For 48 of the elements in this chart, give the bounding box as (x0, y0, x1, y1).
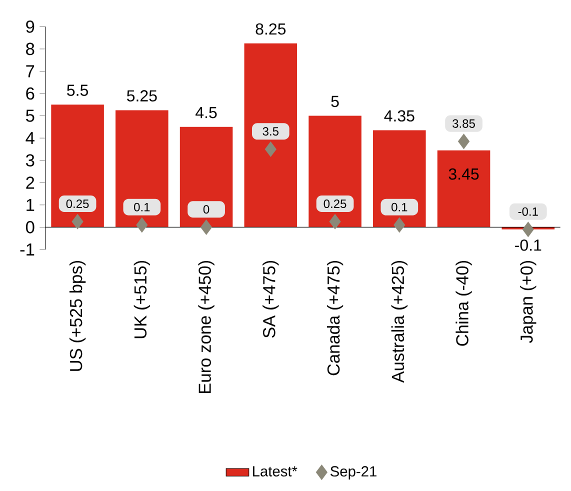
legend-label: Sep-21 (330, 466, 376, 480)
data-label: 5.5 (67, 84, 88, 96)
x-tick-label: China (-40) (456, 261, 472, 346)
y-tick-label: -1 (20, 244, 34, 256)
y-tick-label: 3 (26, 154, 34, 167)
point (458, 134, 470, 150)
data-label: 0.1 (392, 202, 408, 212)
point (72, 214, 84, 230)
data-label: 0.25 (66, 200, 89, 208)
point (200, 220, 212, 235)
y-tick-label: 9 (26, 20, 34, 33)
y-tick-label: 4 (26, 132, 34, 144)
y-tick-label: 1 (26, 198, 34, 211)
y-tick-label: 8 (26, 42, 34, 56)
y-tick-label: 7 (26, 65, 34, 78)
data-label: 3.45 (448, 168, 479, 180)
x-tick-label: US (+525 bps) (69, 261, 86, 371)
data-label: 8.25 (256, 23, 286, 35)
x-tick-label: Euro zone (+450) (198, 261, 214, 393)
data-label: 3.85 (452, 119, 475, 128)
x-tick-label: Japan (+0) (520, 261, 536, 344)
data-label: 3.5 (262, 127, 278, 136)
data-label: 0.25 (324, 200, 346, 208)
x-tick-label: Australia (+425) (391, 261, 408, 383)
data-label: 4.35 (384, 110, 414, 122)
point (522, 222, 534, 238)
y-tick-label: 2 (26, 176, 34, 189)
data-label: 0 (203, 205, 210, 214)
data-label: 0.1 (134, 202, 150, 212)
y-tick-label: 6 (26, 87, 34, 100)
point (136, 217, 148, 233)
data-label: 5.25 (126, 90, 157, 102)
data-label: 4.5 (196, 107, 217, 118)
y-tick-label: 5 (26, 110, 34, 122)
legend-label: Latest* (253, 466, 298, 476)
x-tick-label: SA (+475) (262, 260, 279, 338)
bar (437, 150, 490, 228)
point (329, 214, 341, 230)
point (264, 142, 276, 157)
data-label: -0.1 (515, 240, 542, 251)
bar (51, 104, 104, 228)
y-tick-label: 0 (26, 221, 34, 234)
data-label: -0.1 (518, 207, 538, 216)
x-tick-label: UK (+515) (134, 261, 150, 338)
x-tick-label: Canada (+475) (326, 261, 344, 376)
bar (244, 43, 298, 228)
data-label: 5 (331, 96, 339, 108)
point (394, 217, 406, 233)
